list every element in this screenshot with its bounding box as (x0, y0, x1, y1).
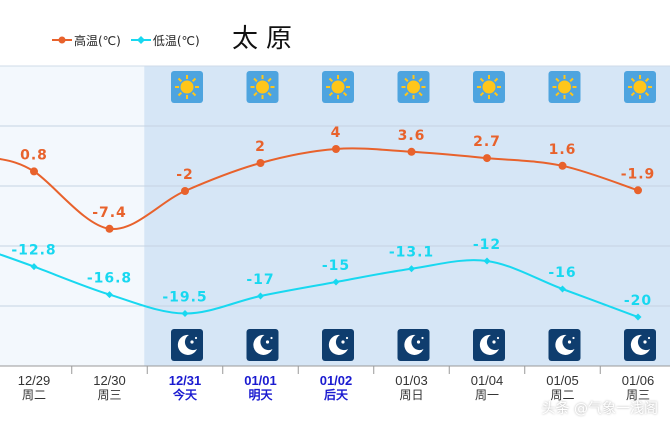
x-tick-date: 12/31 (169, 373, 202, 388)
data-label-high: 2.7 (473, 134, 501, 150)
data-label-low: -12.8 (11, 243, 56, 259)
x-tick-date: 12/30 (93, 373, 126, 388)
sunny-icon (246, 71, 279, 103)
x-tick-weekday: 周三 (626, 388, 650, 402)
data-point-low (257, 292, 264, 300)
data-point-high (558, 161, 567, 170)
data-label-low: -12 (473, 237, 501, 253)
data-label-high: 0.8 (20, 147, 48, 163)
data-label-high: 4 (331, 125, 342, 141)
legend-item-low[interactable]: 低温(℃) (130, 32, 200, 49)
data-label-high: 2 (255, 139, 266, 155)
x-tick-weekday: 周一 (475, 388, 499, 402)
series-line-high (0, 147, 639, 230)
sunny-icon (473, 71, 505, 103)
data-point-low (30, 263, 38, 271)
data-label-low: -15 (322, 258, 350, 274)
x-tick-date: 12/29 (18, 373, 51, 388)
data-label-high: 3.6 (398, 128, 426, 144)
x-tick-date: 01/02 (320, 373, 353, 388)
legend-high-marker (52, 36, 72, 44)
sunny-icon (548, 71, 581, 103)
legend: 高温(℃) 低温(℃) (52, 32, 210, 48)
legend-low-label: 低温(℃) (152, 33, 200, 48)
watermark: 头条 @气象一浅阁 (541, 401, 658, 417)
x-tick-date: 01/04 (471, 373, 504, 388)
x-tick-weekday: 周二 (550, 388, 574, 402)
x-tick-weekday: 周三 (97, 388, 121, 402)
data-point-low (408, 265, 415, 273)
data-label-low: -16 (548, 265, 576, 281)
sunny-icon (397, 71, 430, 103)
data-label-low: -16.8 (87, 271, 132, 287)
data-label-low: -13.1 (389, 245, 434, 261)
x-tick-weekday: 后天 (324, 387, 349, 402)
data-point-low (483, 257, 491, 265)
data-label-low: -17 (246, 272, 274, 288)
sunny-icon (322, 71, 354, 103)
data-point-high (181, 187, 189, 195)
data-point-high (407, 147, 416, 156)
clear-night-icon (246, 329, 279, 361)
data-point-high (483, 154, 491, 163)
data-point-low (106, 291, 113, 299)
data-point-low (332, 278, 340, 286)
x-tick-date: 01/03 (395, 373, 428, 388)
x-tick-weekday: 明天 (248, 388, 273, 402)
data-point-low (181, 310, 189, 317)
data-point-low (634, 313, 642, 321)
city-title: 太原 (232, 24, 301, 54)
series-line-low (0, 253, 639, 318)
clear-night-icon (171, 329, 203, 361)
x-tick-weekday: 今天 (172, 387, 198, 402)
clear-night-icon (473, 329, 505, 361)
legend-item-high[interactable]: 高温(℃) (52, 32, 121, 49)
data-point-high (634, 186, 642, 195)
data-point-high (105, 224, 114, 233)
x-tick-date: 01/01 (244, 373, 277, 388)
data-point-low (559, 285, 566, 293)
data-label-high: -7.4 (92, 205, 127, 221)
data-point-high (332, 145, 340, 153)
data-point-high (30, 167, 38, 176)
past-background (0, 66, 145, 366)
x-tick-weekday: 周日 (399, 388, 423, 402)
data-label-low: -20 (624, 293, 652, 309)
x-tick-date: 01/05 (546, 373, 579, 388)
clear-night-icon (322, 329, 354, 361)
clear-night-icon (548, 329, 581, 361)
sunny-icon (171, 71, 203, 103)
legend-high-label: 高温(℃) (74, 33, 121, 48)
data-label-high: 1.6 (549, 142, 577, 158)
forecast-background (144, 66, 670, 366)
clear-night-icon (397, 329, 430, 361)
x-tick-weekday: 周二 (22, 388, 46, 402)
sunny-icon (624, 71, 656, 103)
data-label-low: -19.5 (162, 290, 207, 306)
data-label-high: -1.9 (621, 166, 656, 182)
legend-low-marker (130, 36, 151, 44)
x-tick-date: 01/06 (622, 373, 655, 388)
clear-night-icon (624, 329, 656, 361)
data-point-high (256, 159, 265, 167)
data-label-high: -2 (176, 167, 194, 183)
